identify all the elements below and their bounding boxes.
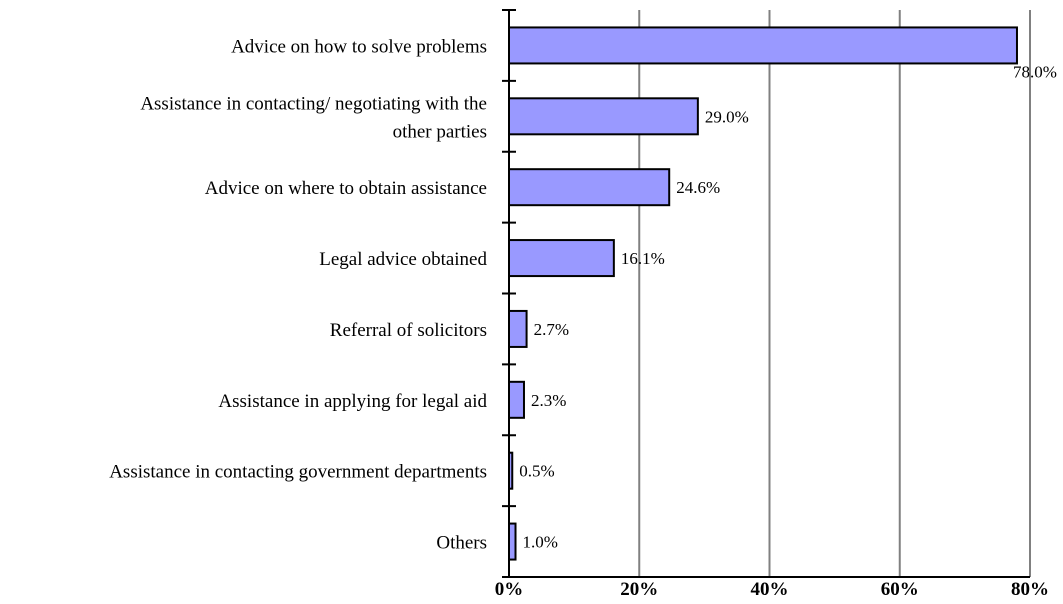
value-label-7: 1.0%: [523, 533, 558, 552]
category-label-1-1: other parties: [393, 121, 487, 142]
category-label-1-0: Assistance in contacting/ negotiating wi…: [140, 93, 487, 114]
value-label-0: 78.0%: [1013, 62, 1057, 81]
bar-4: [508, 309, 528, 348]
category-label-5-0: Assistance in applying for legal aid: [218, 391, 487, 412]
category-label-7-0: Others: [436, 533, 487, 554]
x-tick-label-1: 20%: [620, 579, 658, 599]
value-label-1: 29.0%: [705, 107, 749, 126]
category-label-3-0: Legal advice obtained: [319, 249, 487, 270]
x-tick-label-4: 80%: [1011, 579, 1049, 599]
bar-5: [508, 380, 525, 419]
bar-1: [508, 97, 699, 136]
value-label-6: 0.5%: [519, 462, 554, 481]
x-tick-label-3: 60%: [881, 579, 919, 599]
value-label-5: 2.3%: [531, 391, 566, 410]
bar-0: [508, 26, 1018, 65]
category-label-2-0: Advice on where to obtain assistance: [205, 178, 487, 199]
bar-3: [508, 239, 615, 278]
category-label-6-0: Assistance in contacting government depa…: [109, 462, 487, 483]
value-label-3: 16.1%: [621, 249, 665, 268]
category-label-0-0: Advice on how to solve problems: [231, 36, 487, 57]
category-label-4-0: Referral of solicitors: [330, 320, 487, 341]
bar-2: [508, 168, 671, 207]
value-label-4: 2.7%: [534, 320, 569, 339]
x-tick-label-2: 40%: [751, 579, 789, 599]
value-label-2: 24.6%: [676, 178, 720, 197]
x-tick-label-0: 0%: [495, 579, 524, 599]
